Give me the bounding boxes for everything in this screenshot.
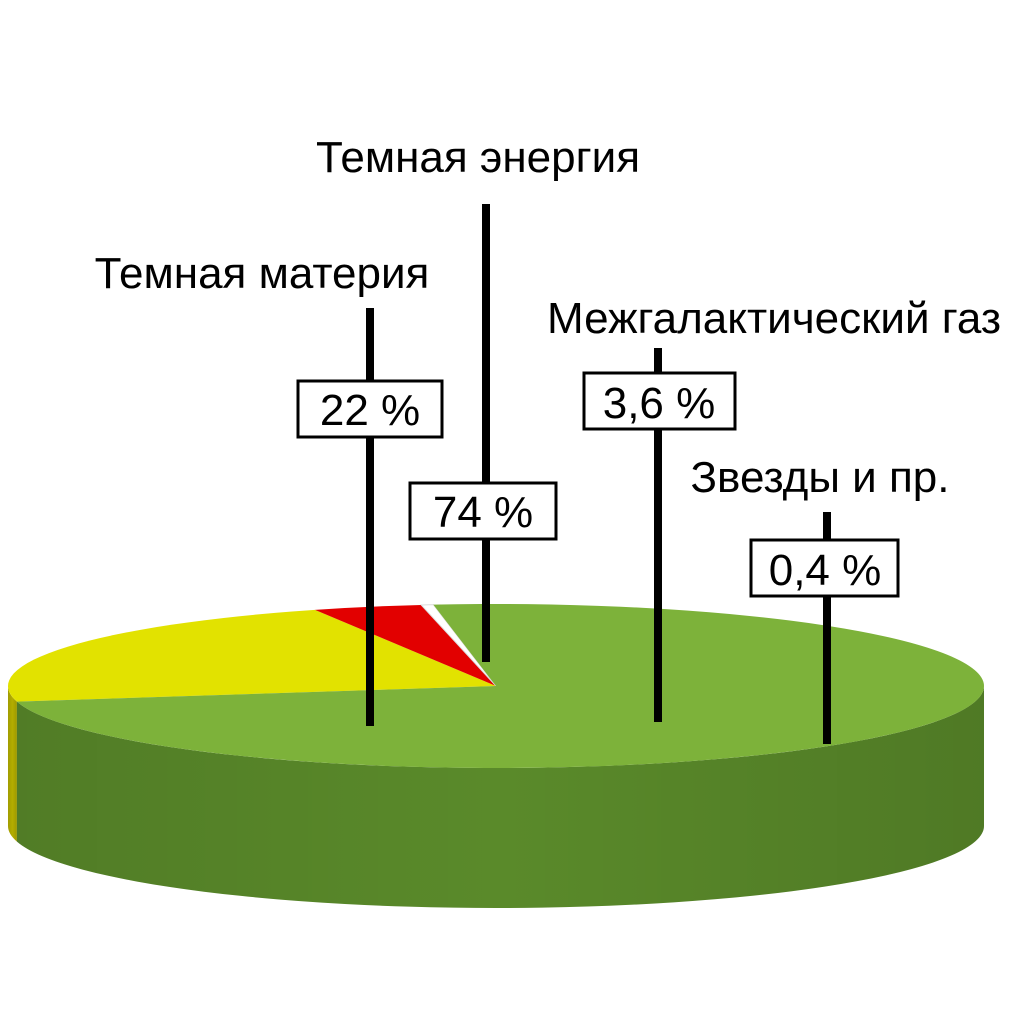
value-box-stars: [749, 538, 900, 598]
pie-side-shade-dark-energy: [16, 686, 985, 909]
slice-labels: Темная энергия Темная материя Межгалакти…: [95, 133, 1001, 502]
slice-value-intergalactic-gas: 3,6 %: [603, 379, 716, 428]
pie-side-walls: [7, 686, 985, 909]
value-box-intergalactic-gas: [582, 371, 737, 431]
slice-value-dark-energy: 74 %: [433, 488, 533, 537]
slice-values: 22 % 74 % 3,6 % 0,4 %: [296, 371, 900, 598]
slice-label-dark-energy: Темная энергия: [316, 133, 640, 182]
pie-side-shade-dark-matter: [7, 686, 17, 842]
slice-label-stars: Звезды и пр.: [690, 453, 949, 502]
slice-label-intergalactic-gas: Межгалактический газ: [547, 294, 1001, 343]
pie-slice-intergalactic-gas: [314, 604, 496, 686]
value-box-dark-energy: [408, 481, 558, 541]
slice-value-dark-matter: 22 %: [320, 386, 420, 435]
slice-label-dark-matter: Темная материя: [95, 249, 430, 298]
pie-slice-dark-energy: [16, 604, 985, 768]
pie-top-faces: [7, 604, 985, 768]
slice-value-stars: 0,4 %: [769, 546, 882, 595]
value-box-dark-matter: [296, 379, 444, 439]
pie-slice-stars: [420, 604, 497, 687]
